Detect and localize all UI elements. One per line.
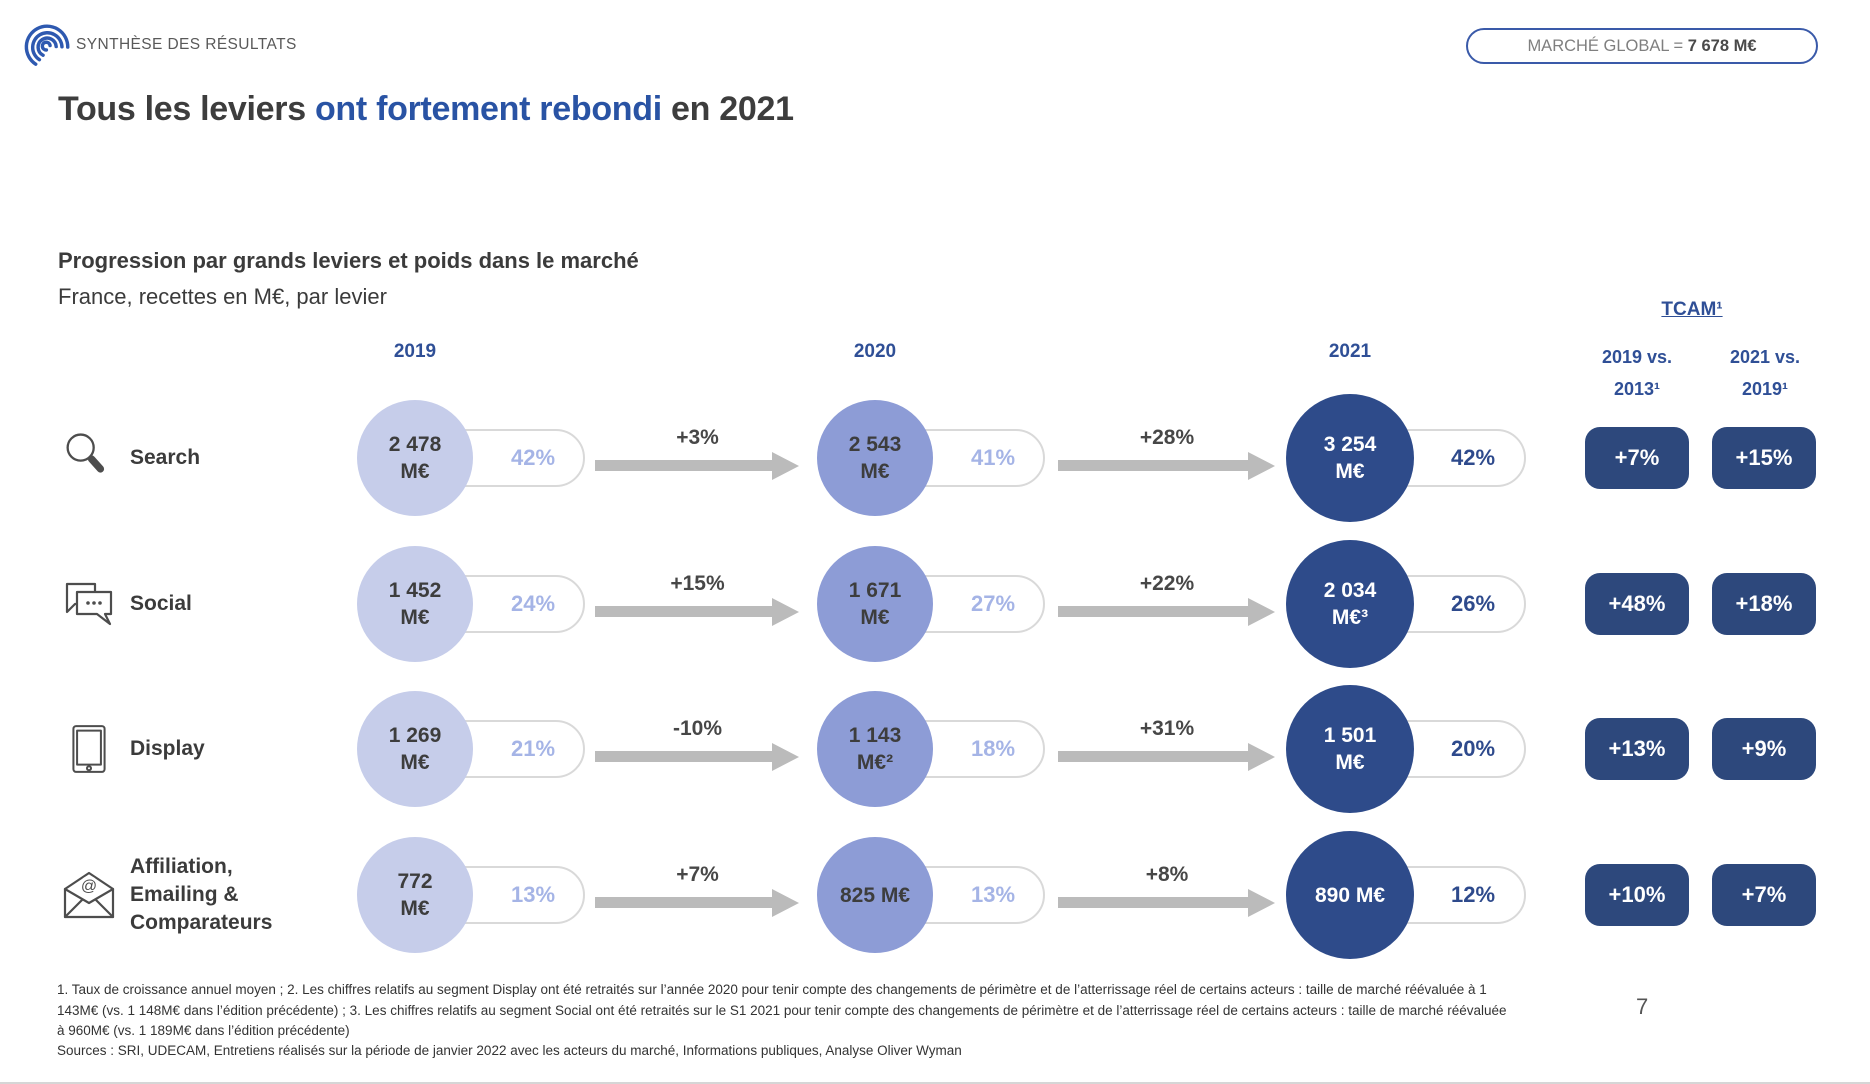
growth-arrow-2020-2021: +31% bbox=[1058, 717, 1276, 771]
tablet-icon bbox=[56, 716, 122, 782]
arrow-icon bbox=[1058, 597, 1275, 626]
bubble-2021: 890 M€ bbox=[1286, 831, 1414, 959]
tcam-col-2021-vs-2019: 2021 vs. 2019¹ bbox=[1729, 347, 1801, 399]
arrow-icon bbox=[595, 451, 799, 480]
lever-row-social: Social 24% 1 452 M€ +15% 27% 1 671 M€ +22%… bbox=[0, 529, 1870, 679]
lever-row-display: Display 21% 1 269 M€ -10% 18% 1 143 M€² +3… bbox=[0, 674, 1870, 824]
bubble-2021: 2 034 M€³ bbox=[1286, 540, 1414, 668]
growth-arrow-2019-2020: +15% bbox=[595, 572, 800, 626]
arrow-icon bbox=[595, 742, 799, 771]
tcam-badge-2019-vs-2013: +13% bbox=[1585, 718, 1689, 780]
lever-label: Search bbox=[130, 446, 201, 469]
arrow-icon bbox=[595, 888, 799, 917]
market-total-label: MARCHÉ GLOBAL = bbox=[1527, 36, 1688, 55]
svg-text:@: @ bbox=[81, 878, 97, 895]
chart-title: Progression par grands leviers et poids … bbox=[58, 248, 639, 273]
lever-label: Affiliation, Emailing & Comparateurs bbox=[130, 855, 273, 934]
column-header-2020: 2020 bbox=[853, 341, 897, 362]
tcam-badge-2019-vs-2013: +7% bbox=[1585, 427, 1689, 489]
growth-arrow-2020-2021: +28% bbox=[1058, 426, 1276, 480]
tcam-badge-2019-vs-2013: +10% bbox=[1585, 864, 1689, 926]
bubble-2021: 3 254 M€ bbox=[1286, 394, 1414, 522]
growth-arrow-2019-2020: -10% bbox=[595, 717, 800, 771]
tcam-header: TCAM¹ bbox=[1661, 299, 1723, 320]
growth-arrow-2020-2021: +8% bbox=[1058, 863, 1276, 917]
lever-label: Display bbox=[130, 737, 205, 760]
chart-subtitle: France, recettes en M€, par levier bbox=[58, 284, 387, 309]
column-header-2021: 2021 bbox=[1328, 341, 1372, 362]
tcam-badge-2021-vs-2019: +18% bbox=[1712, 573, 1816, 635]
tcam-badge-2021-vs-2019: +15% bbox=[1712, 427, 1816, 489]
footnotes: 1. Taux de croissance annuel moyen ; 2. … bbox=[57, 982, 1507, 1038]
page-number: 7 bbox=[1636, 994, 1649, 1019]
tcam-col-2019-vs-2013: 2019 vs. 2013¹ bbox=[1601, 347, 1673, 399]
bubble-2021: 1 501 M€ bbox=[1286, 685, 1414, 813]
bubble-2020: 2 543 M€ bbox=[817, 400, 933, 516]
lever-row-affiliation: @ Affiliation, Emailing & Comparateurs 1… bbox=[0, 820, 1870, 970]
growth-arrow-2019-2020: +3% bbox=[595, 426, 800, 480]
column-header-2019: 2019 bbox=[393, 341, 437, 362]
market-total-value: 7 678 M€ bbox=[1687, 36, 1757, 55]
market-total-badge: MARCHÉ GLOBAL = 7 678 M€ bbox=[1466, 28, 1818, 64]
bubble-2019: 2 478 M€ bbox=[357, 400, 473, 516]
bubble-2019: 1 452 M€ bbox=[357, 546, 473, 662]
tcam-badge-2019-vs-2013: +48% bbox=[1585, 573, 1689, 635]
bubble-2020: 825 M€ bbox=[817, 837, 933, 953]
speech-bubbles-icon bbox=[56, 571, 122, 637]
arrow-icon bbox=[1058, 888, 1275, 917]
page-title: Tous les leviers ont fortement rebondi e… bbox=[58, 90, 794, 128]
lever-row-search: Search 42% 2 478 M€ +3% 41% 2 543 M€ +28% … bbox=[0, 383, 1870, 533]
slide-bottom-edge bbox=[0, 1082, 1870, 1084]
slide-section-title: SYNTHÈSE DES RÉSULTATS bbox=[76, 36, 297, 53]
tcam-badge-2021-vs-2019: +7% bbox=[1712, 864, 1816, 926]
lever-label: Social bbox=[130, 592, 192, 615]
arrow-icon bbox=[1058, 742, 1275, 771]
bubble-2020: 1 143 M€² bbox=[817, 691, 933, 807]
bubble-2020: 1 671 M€ bbox=[817, 546, 933, 662]
email-envelope-icon: @ bbox=[56, 862, 122, 928]
arrow-icon bbox=[1058, 451, 1275, 480]
magnifier-icon bbox=[56, 425, 122, 491]
title-highlight: ont fortement rebondi bbox=[314, 90, 662, 128]
growth-arrow-2020-2021: +22% bbox=[1058, 572, 1276, 626]
bubble-2019: 1 269 M€ bbox=[357, 691, 473, 807]
brand-swirl-logo bbox=[24, 24, 70, 66]
growth-arrow-2019-2020: +7% bbox=[595, 863, 800, 917]
bubble-2019: 772 M€ bbox=[357, 837, 473, 953]
tcam-badge-2021-vs-2019: +9% bbox=[1712, 718, 1816, 780]
sources-line: Sources : SRI, UDECAM, Entretiens réalis… bbox=[57, 1043, 962, 1058]
arrow-icon bbox=[595, 597, 799, 626]
